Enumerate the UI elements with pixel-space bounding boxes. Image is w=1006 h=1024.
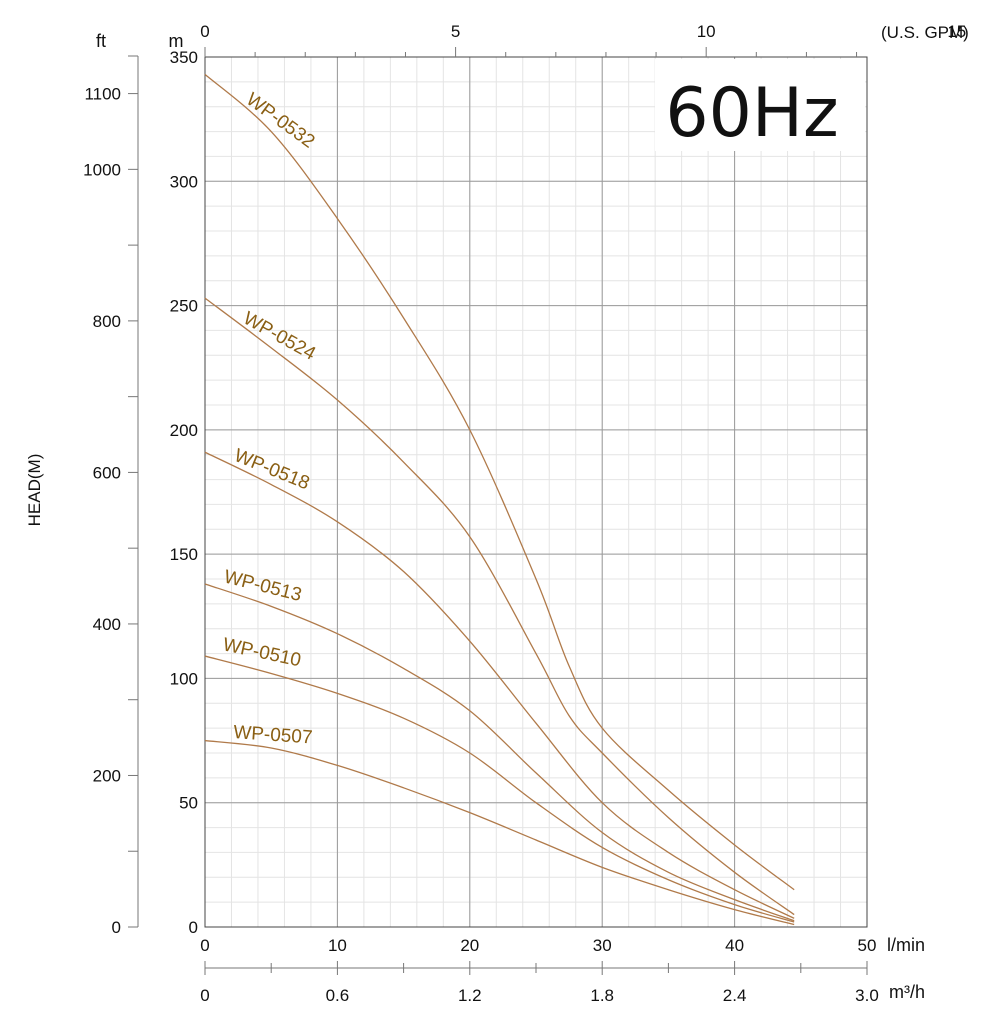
lmin-axis: 0 10 20 30 40 50 (200, 936, 876, 955)
lmin-tick-label: 10 (328, 936, 347, 955)
m3h-unit-label: m³/h (889, 982, 925, 1002)
m-tick-label: 150 (170, 545, 198, 564)
m-tick-label: 300 (170, 172, 198, 191)
plot-frame (204, 56, 868, 928)
y-axis-label: HEAD(M) (25, 454, 44, 527)
lmin-tick-label: 50 (858, 936, 877, 955)
curve-label-wp-0513: WP-0513 (222, 566, 304, 606)
curve-label-wp-0524: WP-0524 (240, 308, 320, 365)
m-unit-label: m (169, 31, 184, 51)
m-tick-label: 250 (170, 297, 198, 316)
curve-wp-0524 (204, 297, 795, 916)
curve-wp-0518 (204, 451, 795, 919)
title-background (655, 59, 865, 151)
m3h-tick-label: 1.2 (458, 986, 482, 1005)
lmin-tick-label: 30 (593, 936, 612, 955)
title-backdrop (655, 59, 865, 151)
m3h-tick-label: 0.6 (326, 986, 350, 1005)
curve-wp-0513 (204, 583, 795, 922)
m-tick-label: 100 (170, 669, 198, 688)
ft-tick-label: 800 (93, 312, 121, 331)
chart-title: 60Hz (665, 74, 838, 153)
pump-curves (204, 73, 795, 926)
ft-tick-label: 1000 (83, 160, 121, 179)
m3h-tick-label: 2.4 (723, 986, 747, 1005)
m3h-tick-label: 3.0 (855, 986, 879, 1005)
ft-tick-label: 600 (93, 463, 121, 482)
gpm-tick-label: 5 (451, 22, 460, 41)
curve-labels: WP-0532WP-0524WP-0518WP-0513WP-0510WP-05… (221, 89, 319, 748)
m-tick-label: 350 (170, 48, 198, 67)
curve-wp-0510 (204, 655, 795, 923)
ft-axis: 0 200 400 600 800 1000 1100 (83, 55, 139, 937)
gpm-tick-label: 15 (947, 22, 966, 41)
lmin-tick-label: 20 (460, 936, 479, 955)
m3h-axis: 0 0.6 1.2 1.8 2.4 3.0 (200, 961, 879, 1005)
gpm-unit-label: (U.S. GPM) (881, 23, 969, 42)
ft-unit-label: ft (96, 31, 106, 51)
curve-label-wp-0518: WP-0518 (231, 445, 312, 494)
ft-tick-label: 200 (93, 766, 121, 785)
curve-label-wp-0532: WP-0532 (242, 89, 318, 153)
ft-tick-label: 1100 (84, 85, 121, 104)
gpm-tick-label: 0 (200, 22, 209, 41)
lmin-tick-label: 40 (725, 936, 744, 955)
curve-wp-0507 (204, 739, 795, 926)
m-axis: 0 50 100 150 200 250 300 350 (170, 48, 198, 937)
gpm-axis: 0510152025 (200, 22, 966, 57)
lmin-unit-label: l/min (887, 935, 925, 955)
m-tick-label: 0 (189, 918, 198, 937)
lmin-tick-label: 0 (200, 936, 209, 955)
gpm-tick-label: 10 (697, 22, 716, 41)
m3h-tick-label: 1.8 (590, 986, 614, 1005)
m-tick-label: 200 (170, 421, 198, 440)
curve-wp-0532 (204, 73, 795, 891)
m3h-tick-label: 0 (200, 986, 209, 1005)
ft-tick-label: 0 (112, 918, 121, 937)
ft-tick-label: 400 (93, 615, 121, 634)
curve-label-wp-0510: WP-0510 (221, 634, 303, 671)
m-tick-label: 50 (179, 794, 198, 813)
